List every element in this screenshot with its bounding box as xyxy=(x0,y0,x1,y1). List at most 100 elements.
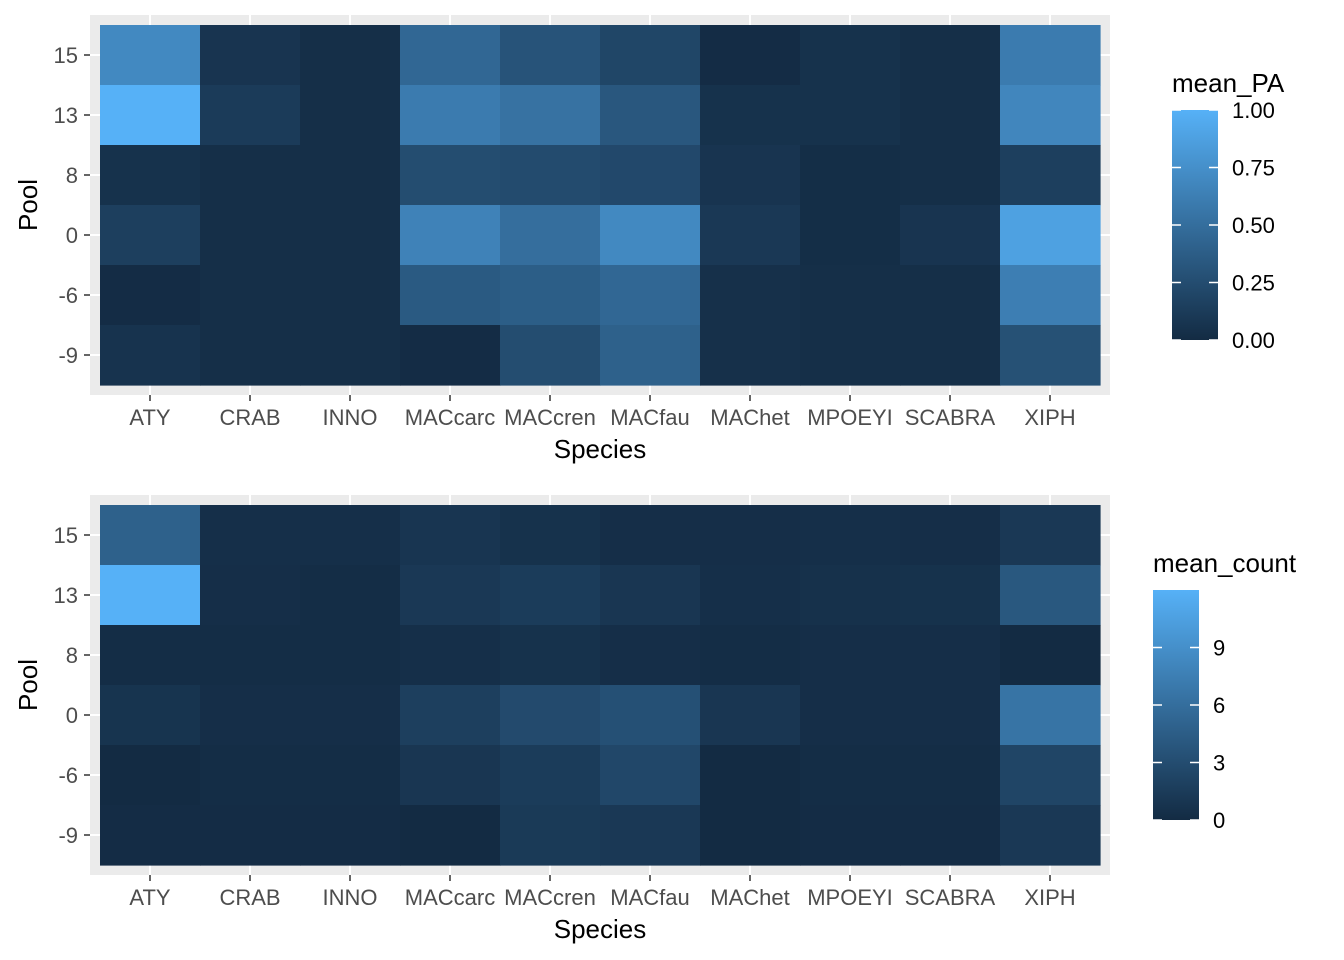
color-legend: mean_PA 0.00 0.25 0.50 0.75 1.00 xyxy=(1172,68,1285,353)
heatmap-cell-maccarc-0 xyxy=(400,205,501,266)
heatmap-cell-macfau-0 xyxy=(600,205,701,266)
heatmap-cell-machet--9 xyxy=(700,325,801,386)
heatmap-cell-mpoeyi-8 xyxy=(800,625,901,686)
heatmap-cell-inno-15 xyxy=(300,25,401,86)
x-tick-label: MACcarc xyxy=(405,885,495,910)
legend-title: mean_count xyxy=(1153,548,1297,578)
heatmap-cell-scabra-15 xyxy=(900,505,1001,566)
legend-label: 0 xyxy=(1213,808,1225,833)
heatmap-cell-inno--9 xyxy=(300,805,401,866)
heatmap-cell-macfau--9 xyxy=(600,805,701,866)
legend-label: 9 xyxy=(1213,636,1225,661)
heatmap-cell-scabra-0 xyxy=(900,685,1001,746)
legend-label: 6 xyxy=(1213,693,1225,718)
heatmap-cell-maccarc-8 xyxy=(400,625,501,686)
heatmap-cell-crab-15 xyxy=(200,505,301,566)
heatmap-cell-mpoeyi--9 xyxy=(800,805,901,866)
x-tick-label: ATY xyxy=(129,405,170,430)
heatmap-cell-xiph-15 xyxy=(1000,25,1101,86)
heatmap-cell-maccren--9 xyxy=(500,805,601,866)
x-tick-label: XIPH xyxy=(1024,885,1075,910)
x-tick-label: SCABRA xyxy=(905,885,996,910)
heatmap-cell-maccren-15 xyxy=(500,505,601,566)
heatmap-cell-crab--6 xyxy=(200,265,301,326)
heatmap-cell-maccarc--9 xyxy=(400,805,501,866)
heatmap-cell-maccarc-15 xyxy=(400,505,501,566)
heatmap-cell-macfau-15 xyxy=(600,25,701,86)
heatmap-cell-xiph-15 xyxy=(1000,505,1101,566)
heatmap-cell-machet-13 xyxy=(700,565,801,626)
heatmap-cell-aty-8 xyxy=(100,625,201,686)
x-tick-label: MACcarc xyxy=(405,405,495,430)
heatmap-cell-maccarc--6 xyxy=(400,265,501,326)
y-tick-label: 15 xyxy=(54,523,78,548)
heatmap-cell-maccarc-13 xyxy=(400,565,501,626)
heatmap-cell-aty-8 xyxy=(100,145,201,206)
heatmap-cell-scabra--6 xyxy=(900,265,1001,326)
heatmap-cell-maccarc-13 xyxy=(400,85,501,146)
heatmap-cell-macfau-8 xyxy=(600,625,701,686)
x-tick-label: MACfau xyxy=(610,405,689,430)
heatmap-cell-mpoeyi-15 xyxy=(800,505,901,566)
heatmap-cell-aty-13 xyxy=(100,85,201,146)
x-tick-label: MPOEYI xyxy=(807,885,893,910)
legend-label: 3 xyxy=(1213,751,1225,776)
heatmap-cell-inno--6 xyxy=(300,745,401,806)
heatmap-cell-maccren--6 xyxy=(500,265,601,326)
x-tick-label: ATY xyxy=(129,885,170,910)
heatmap-cell-xiph--6 xyxy=(1000,745,1101,806)
heatmap-cell-mpoeyi-0 xyxy=(800,685,901,746)
heatmap-cell-inno-8 xyxy=(300,625,401,686)
heatmap-cell-crab-13 xyxy=(200,85,301,146)
heatmap-panel-mean-pa: ATY CRAB INNO MACcarc MACcren MACfau MAChet MPO… xyxy=(13,15,1285,464)
heatmap-cell-machet-8 xyxy=(700,145,801,206)
y-tick-label: -9 xyxy=(58,343,78,368)
x-tick-label: INNO xyxy=(323,885,378,910)
y-tick-label: 8 xyxy=(66,643,78,668)
heatmap-cell-inno-0 xyxy=(300,685,401,746)
color-legend: mean_count 0 3 6 9 xyxy=(1153,548,1297,833)
heatmap-cell-scabra--9 xyxy=(900,805,1001,866)
heatmap-cell-mpoeyi--6 xyxy=(800,265,901,326)
heatmap-cell-aty-15 xyxy=(100,25,201,86)
heatmap-cell-crab-8 xyxy=(200,625,301,686)
heatmap-cell-scabra--9 xyxy=(900,325,1001,386)
heatmap-cell-macfau--6 xyxy=(600,745,701,806)
heatmap-cell-mpoeyi-8 xyxy=(800,145,901,206)
x-tick-label: MACcren xyxy=(504,885,596,910)
heatmap-cell-aty--6 xyxy=(100,265,201,326)
heatmap-cell-xiph--9 xyxy=(1000,325,1101,386)
y-tick-label: 0 xyxy=(66,223,78,248)
heatmap-cell-maccarc-8 xyxy=(400,145,501,206)
heatmap-cell-aty--9 xyxy=(100,325,201,386)
heatmap-cell-scabra-13 xyxy=(900,565,1001,626)
heatmap-cell-maccren-0 xyxy=(500,685,601,746)
y-axis-title: Pool xyxy=(13,179,43,231)
heatmap-cell-machet--6 xyxy=(700,745,801,806)
heatmap-cell-mpoeyi--6 xyxy=(800,745,901,806)
heatmap-cell-maccren--9 xyxy=(500,325,601,386)
heatmap-cell-maccren-8 xyxy=(500,145,601,206)
heatmap-cell-maccren-13 xyxy=(500,565,601,626)
x-tick-label: MAChet xyxy=(710,885,789,910)
heatmap-cell-inno-13 xyxy=(300,85,401,146)
x-tick-label: CRAB xyxy=(219,405,280,430)
heatmap-cell-inno--9 xyxy=(300,325,401,386)
heatmap-cell-aty-13 xyxy=(100,565,201,626)
x-axis-title: Species xyxy=(554,914,647,944)
heatmap-cell-macfau-13 xyxy=(600,565,701,626)
heatmap-cell-maccren-15 xyxy=(500,25,601,86)
heatmap-cell-mpoeyi-13 xyxy=(800,85,901,146)
legend-label: 1.00 xyxy=(1232,98,1275,123)
heatmap-cell-maccarc-0 xyxy=(400,685,501,746)
legend-title: mean_PA xyxy=(1172,68,1285,98)
heatmap-cell-xiph--9 xyxy=(1000,805,1101,866)
heatmap-cell-machet--6 xyxy=(700,265,801,326)
x-tick-label: INNO xyxy=(323,405,378,430)
heatmap-cell-maccren-0 xyxy=(500,205,601,266)
heatmap-cell-mpoeyi--9 xyxy=(800,325,901,386)
heatmap-cell-xiph-0 xyxy=(1000,685,1101,746)
heatmap-cell-machet-8 xyxy=(700,625,801,686)
heatmap-cell-aty--6 xyxy=(100,745,201,806)
